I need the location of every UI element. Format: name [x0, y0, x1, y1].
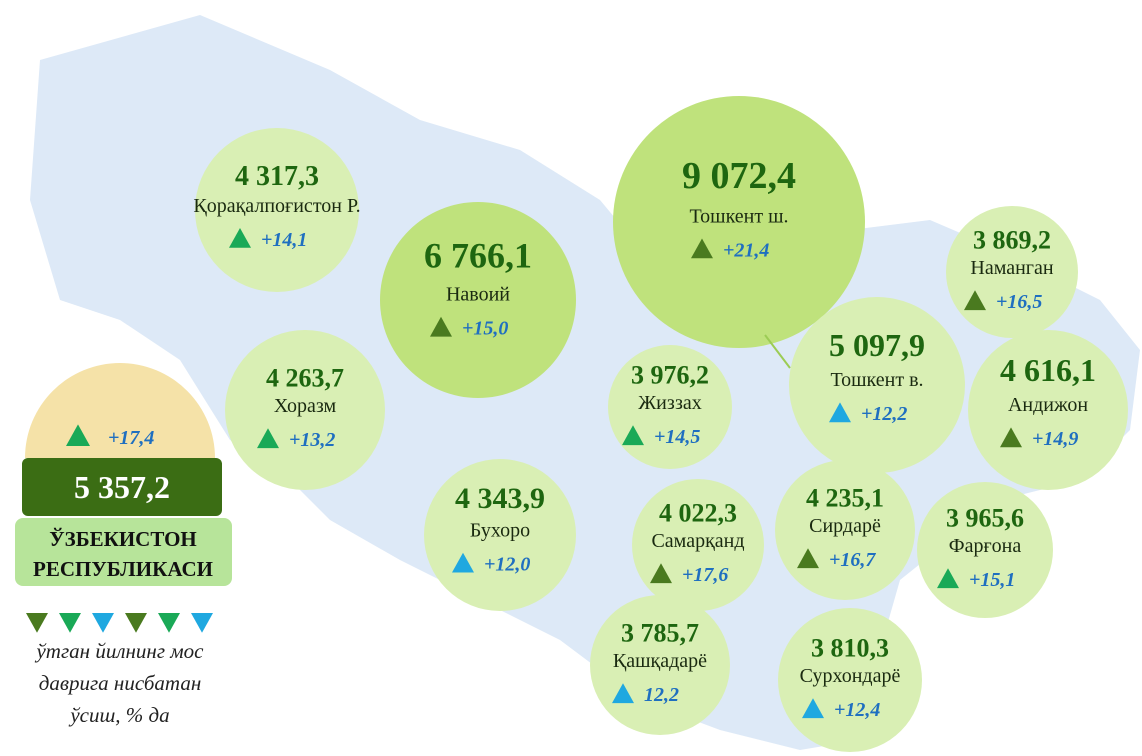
- region-change: +13,2: [289, 429, 335, 451]
- region-change: +14,5: [654, 426, 700, 448]
- region-value: 6 766,1: [424, 236, 532, 276]
- region-value: 5 097,9: [829, 327, 925, 363]
- region-value: 9 072,4: [682, 155, 796, 197]
- trend-marker: [1000, 427, 1022, 448]
- trend-marker: [797, 548, 819, 569]
- region-change: 12,2: [644, 684, 679, 706]
- region-name: Қорақалпоғистон Р.: [193, 195, 360, 217]
- region-value: 3 965,6: [946, 504, 1024, 533]
- connector: [764, 334, 791, 369]
- region-name: Самарқанд: [651, 530, 744, 552]
- region-name: Навоий: [446, 284, 510, 306]
- region-value: 3 976,2: [631, 361, 709, 390]
- region-change: +16,7: [829, 549, 876, 571]
- republic-value: 5 357,2: [74, 469, 170, 505]
- region-value: 4 317,3: [235, 161, 319, 192]
- region-change: +21,4: [723, 239, 769, 261]
- region-change: +15,0: [462, 318, 508, 340]
- legend-marker: [191, 613, 213, 633]
- region-change: +17,6: [682, 564, 728, 586]
- trend-marker: [612, 683, 634, 704]
- region-name: Андижон: [1008, 394, 1088, 416]
- region-name: Бухоро: [470, 520, 530, 542]
- region-name: Сурхондарё: [800, 665, 901, 687]
- region-value: 3 810,3: [811, 634, 889, 663]
- legend-marker: [158, 613, 180, 633]
- region-name: Сирдарё: [809, 515, 881, 537]
- legend-text: ўсиш, % да: [68, 703, 169, 727]
- region-bubble: [968, 330, 1128, 490]
- trend-marker: [829, 402, 851, 423]
- region-bubble: [380, 202, 576, 398]
- region-value: 4 235,1: [806, 484, 884, 513]
- trend-marker: [229, 228, 251, 248]
- region-name: Фарғона: [949, 535, 1022, 557]
- region-change: +12,4: [834, 699, 880, 721]
- trend-marker: [964, 290, 986, 311]
- region-name: Наманган: [970, 257, 1054, 279]
- trend-marker: [257, 428, 279, 449]
- legend-marker: [59, 613, 81, 633]
- republic-value-box: [22, 458, 222, 516]
- region-change: +14,1: [261, 229, 307, 251]
- region-name: Жиззах: [638, 392, 702, 414]
- region-value: 4 616,1: [1000, 352, 1096, 388]
- legend-marker: [125, 613, 147, 633]
- legend-text: ўтган йилнинг мос: [34, 639, 204, 663]
- region-bubble: [789, 297, 965, 473]
- legend-marker: [92, 613, 114, 633]
- region-value: 4 263,7: [266, 364, 344, 393]
- region-change: +16,5: [996, 291, 1042, 313]
- region-change: +12,0: [484, 554, 530, 576]
- trend-marker: [430, 316, 452, 337]
- republic-name: ЎЗБЕКИСТОН: [49, 527, 197, 551]
- trend-marker: [452, 552, 474, 573]
- region-name: Хоразм: [274, 395, 337, 417]
- republic-arc: [25, 363, 215, 458]
- region-value: 3 785,7: [621, 619, 699, 648]
- region-bubble: [195, 128, 359, 292]
- republic-change: +17,4: [108, 427, 154, 449]
- region-name: Тошкент ш.: [689, 205, 788, 227]
- region-change: +15,1: [969, 569, 1015, 591]
- legend-text: даврига нисбатан: [39, 671, 202, 695]
- region-value: 3 869,2: [973, 226, 1051, 255]
- region-value: 4 022,3: [659, 499, 737, 528]
- region-change: +12,2: [861, 403, 907, 425]
- trend-marker: [937, 568, 959, 589]
- region-bubble: [424, 459, 576, 611]
- republic-name-box: [15, 518, 232, 586]
- region-bubble: [225, 330, 385, 490]
- region-name: Тошкент в.: [830, 369, 923, 391]
- trend-marker: [802, 698, 824, 719]
- trend-marker: [66, 424, 90, 446]
- trend-marker: [650, 563, 672, 584]
- region-bubble: [613, 96, 865, 348]
- republic-name: РЕСПУБЛИКАСИ: [33, 557, 213, 581]
- legend-marker: [26, 613, 48, 633]
- region-value: 4 343,9: [455, 482, 545, 515]
- region-change: +14,9: [1032, 428, 1078, 450]
- trend-marker: [691, 238, 713, 259]
- region-name: Қашқадарё: [613, 650, 707, 672]
- trend-marker: [622, 425, 644, 446]
